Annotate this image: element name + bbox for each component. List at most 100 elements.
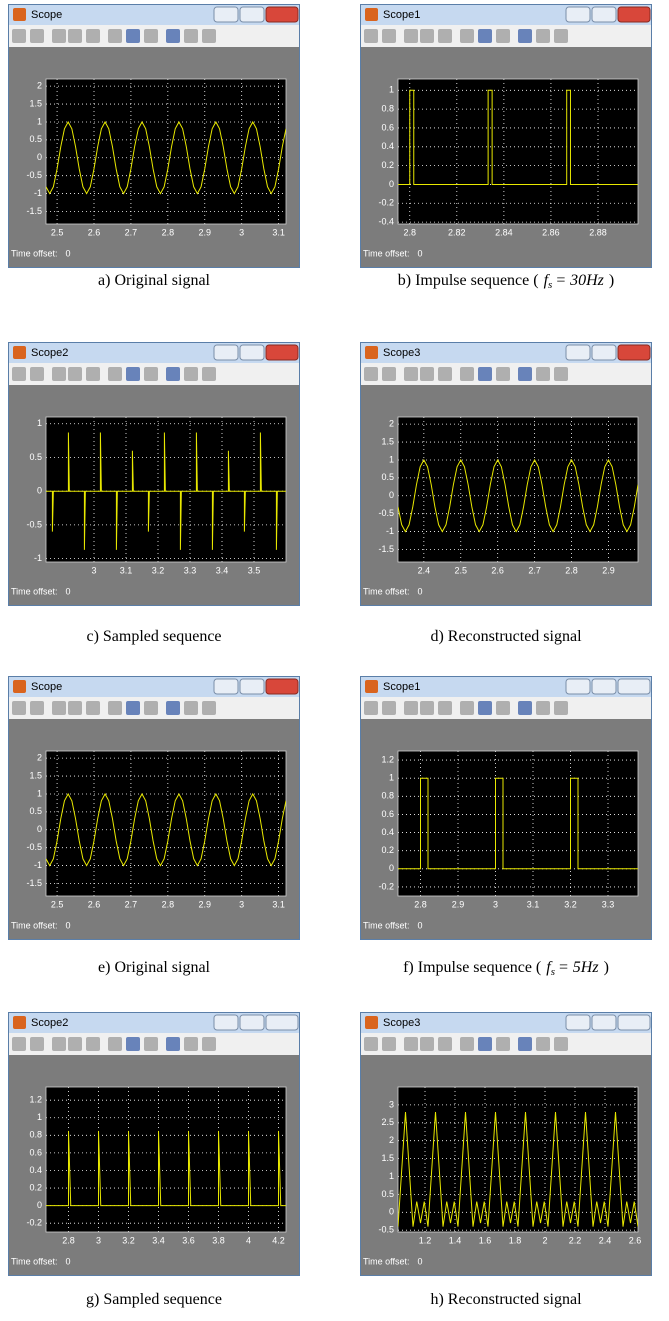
- toolbar-icon: [496, 367, 510, 381]
- toolbar-icon: [184, 29, 198, 43]
- x-tick-label: 3: [239, 227, 244, 237]
- y-tick-label: 1: [389, 85, 394, 95]
- close-button: [266, 345, 298, 360]
- toolbar-icon: [460, 1037, 474, 1051]
- scope-window: Scope1-0.4-0.200.20.40.60.812.82.822.842…: [361, 5, 652, 291]
- toolbar-icon: [438, 701, 452, 715]
- x-tick-label: 2.4: [418, 565, 431, 575]
- x-tick-label: 2.5: [51, 227, 64, 237]
- x-tick-label: 1.6: [479, 1235, 492, 1245]
- minimize-button: [566, 679, 590, 694]
- close-button: [266, 1015, 298, 1030]
- x-tick-label: 2.8: [565, 565, 578, 575]
- window-title: Scope: [31, 9, 62, 21]
- time-offset-label: Time offset:: [363, 1256, 410, 1266]
- y-tick-label: 0.6: [381, 809, 394, 819]
- time-offset-value: 0: [418, 248, 423, 258]
- window-title: Scope2: [31, 347, 68, 359]
- y-tick-label: -0.2: [378, 881, 394, 891]
- y-tick-label: -0.5: [378, 508, 394, 518]
- toolbar-icon: [166, 1037, 180, 1051]
- y-tick-label: -0.5: [378, 1225, 394, 1235]
- toolbar-icon: [438, 29, 452, 43]
- minimize-button: [566, 7, 590, 22]
- y-tick-label: -1.5: [26, 878, 42, 888]
- maximize-button: [240, 679, 264, 694]
- app-icon: [365, 8, 378, 21]
- y-tick-label: 1: [389, 454, 394, 464]
- y-tick-label: 0: [389, 490, 394, 500]
- y-tick-label: 2: [37, 753, 42, 763]
- maximize-button: [240, 345, 264, 360]
- y-tick-label: 1.5: [29, 770, 42, 780]
- y-tick-label: 0.6: [381, 122, 394, 132]
- toolbar-icon: [52, 367, 66, 381]
- x-tick-label: 3.1: [120, 565, 133, 575]
- time-offset-value: 0: [66, 1256, 71, 1266]
- x-tick-label: 2.84: [495, 227, 513, 237]
- maximize-button: [592, 345, 616, 360]
- toolbar-icon: [126, 1037, 140, 1051]
- toolbar-icon: [420, 1037, 434, 1051]
- x-tick-label: 3: [96, 1235, 101, 1245]
- x-tick-label: 2.86: [542, 227, 560, 237]
- caption: a) Original signal: [98, 272, 211, 289]
- x-tick-label: 3.5: [248, 565, 261, 575]
- caption: c) Sampled sequence: [86, 628, 221, 645]
- maximize-button: [240, 7, 264, 22]
- y-tick-label: 0.4: [381, 141, 394, 151]
- toolbar-icon: [478, 1037, 492, 1051]
- y-tick-label: 0.4: [381, 827, 394, 837]
- x-tick-label: 2.7: [125, 227, 138, 237]
- caption-end: ): [609, 272, 614, 289]
- toolbar-icon: [382, 367, 396, 381]
- maximize-button: [592, 679, 616, 694]
- y-tick-label: 0: [389, 179, 394, 189]
- x-tick-label: 2.8: [414, 899, 427, 909]
- app-icon: [13, 8, 26, 21]
- y-tick-label: 0.4: [29, 1165, 42, 1175]
- maximize-button: [592, 7, 616, 22]
- time-offset-value: 0: [66, 920, 71, 930]
- app-icon: [13, 346, 26, 359]
- toolbar-icon: [364, 367, 378, 381]
- toolbar-icon: [460, 701, 474, 715]
- y-tick-label: 0: [37, 824, 42, 834]
- plot-area: [46, 417, 286, 562]
- y-tick-label: 0.5: [29, 134, 42, 144]
- toolbar-icon: [52, 1037, 66, 1051]
- toolbar-icon: [496, 1037, 510, 1051]
- y-tick-label: -1.5: [378, 544, 394, 554]
- x-tick-label: 3.1: [527, 899, 540, 909]
- close-button: [618, 1015, 650, 1030]
- toolbar-icon: [554, 29, 568, 43]
- toolbar-icon: [202, 367, 216, 381]
- toolbar-icon: [52, 701, 66, 715]
- toolbar-icon: [126, 29, 140, 43]
- window-title: Scope1: [383, 681, 420, 693]
- y-tick-label: 1.2: [381, 754, 394, 764]
- toolbar-icon: [536, 701, 550, 715]
- toolbar-icon: [144, 1037, 158, 1051]
- x-tick-label: 3.3: [184, 565, 197, 575]
- time-offset-label: Time offset:: [11, 920, 58, 930]
- toolbar-icon: [126, 367, 140, 381]
- plot-area: [398, 751, 638, 896]
- toolbar-icon: [30, 367, 44, 381]
- window-title: Scope2: [31, 1017, 68, 1029]
- toolbar-icon: [438, 367, 452, 381]
- maximize-button: [592, 1015, 616, 1030]
- toolbar-icon: [68, 367, 82, 381]
- x-tick-label: 2.6: [88, 899, 101, 909]
- toolbar-icon: [518, 701, 532, 715]
- x-tick-label: 1.4: [449, 1235, 462, 1245]
- fs-value: = 30Hz: [555, 272, 604, 289]
- y-tick-label: 0: [37, 1200, 42, 1210]
- minimize-button: [214, 7, 238, 22]
- toolbar-icon: [144, 701, 158, 715]
- toolbar-icon: [68, 701, 82, 715]
- caption-text: h) Reconstructed signal: [430, 1291, 582, 1308]
- maximize-button: [240, 1015, 264, 1030]
- x-tick-label: 3.3: [602, 899, 615, 909]
- caption: b) Impulse sequence (fs= 30Hz): [398, 272, 614, 291]
